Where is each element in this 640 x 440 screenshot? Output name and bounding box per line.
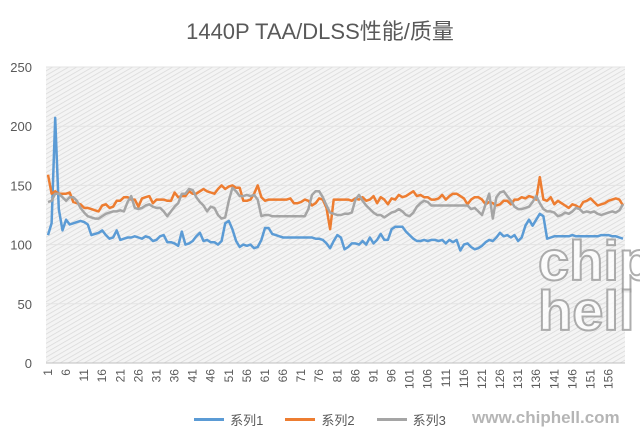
x-tick-label: 81 — [330, 369, 344, 383]
x-tick-label: 156 — [602, 369, 616, 389]
y-tick-label: 50 — [18, 297, 32, 312]
x-tick-label: 116 — [457, 369, 471, 388]
legend-label: 系列1 — [230, 413, 264, 428]
y-tick-label: 150 — [10, 178, 32, 193]
series-line-2 — [46, 174, 625, 231]
x-tick-label: 141 — [547, 369, 561, 389]
y-tick-label: 100 — [10, 238, 32, 253]
x-tick-label: 151 — [583, 369, 597, 389]
series-line-3 — [47, 186, 625, 220]
x-tick-label: 66 — [276, 369, 290, 383]
x-tick-label: 1 — [41, 369, 55, 376]
x-tick-label: 21 — [113, 369, 127, 383]
legend-swatch — [376, 418, 407, 421]
x-tick-label: 71 — [294, 369, 308, 383]
x-tick-label: 36 — [168, 369, 182, 383]
y-tick-label: 250 — [10, 60, 32, 75]
x-tick-label: 91 — [366, 369, 380, 383]
x-tick-label: 96 — [385, 369, 399, 383]
x-tick-label: 76 — [312, 369, 326, 383]
x-tick-label: 51 — [222, 369, 236, 383]
chiphell-logo-watermark: chip hell — [537, 229, 640, 342]
x-tick-label: 11 — [77, 369, 91, 382]
legend-label: 系列3 — [412, 413, 446, 428]
legend: 系列1 系列2 系列3 — [0, 410, 640, 429]
y-tick-label: 0 — [25, 356, 32, 371]
x-tick-label: 106 — [421, 369, 435, 389]
x-tick-label: 31 — [149, 369, 163, 383]
x-tick-label: 126 — [493, 369, 507, 389]
legend-label: 系列2 — [321, 413, 355, 428]
x-tick-label: 111 — [439, 369, 453, 388]
x-tick-label: 131 — [511, 369, 525, 389]
x-tick-label: 41 — [186, 369, 200, 383]
x-tick-label: 61 — [258, 369, 272, 383]
x-tick-label: 26 — [131, 369, 145, 383]
x-tick-label: 16 — [95, 369, 109, 383]
x-tick-label: 101 — [403, 369, 417, 389]
x-tick-label: 6 — [59, 369, 73, 376]
legend-swatch — [194, 418, 225, 421]
x-tick-label: 46 — [204, 369, 218, 383]
chart-title: 1440P TAA/DLSS性能/质量 — [186, 19, 454, 44]
legend-swatch — [285, 418, 316, 421]
x-tick-label: 146 — [565, 369, 579, 389]
watermark-url: www.chiphell.com — [472, 408, 620, 427]
x-tick-label: 121 — [475, 369, 489, 389]
legend-item-series2: 系列2 — [285, 410, 355, 429]
x-tick-label: 56 — [240, 369, 254, 383]
x-tick-label: 136 — [529, 369, 543, 389]
legend-item-series3: 系列3 — [376, 410, 446, 429]
series-line-1 — [46, 116, 624, 252]
x-tick-label: 86 — [348, 369, 362, 383]
y-tick-label: 200 — [10, 119, 32, 134]
legend-item-series1: 系列1 — [194, 410, 263, 429]
